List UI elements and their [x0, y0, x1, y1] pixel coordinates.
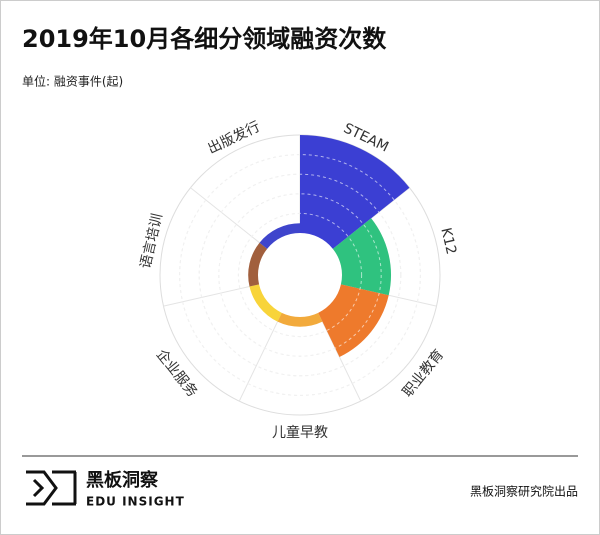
- bar: [249, 284, 282, 322]
- category-label: 儿童早教: [272, 424, 328, 441]
- unit-label: 单位: 融资事件(起): [22, 74, 123, 89]
- bar: [332, 218, 391, 296]
- grid-ring-overlay: [237, 212, 363, 338]
- bar: [277, 312, 323, 327]
- brand-name: 黑板洞察: [86, 469, 159, 491]
- spoke: [238, 312, 283, 402]
- category-label: K12: [437, 226, 459, 256]
- bar: [259, 223, 300, 249]
- logo-icon: [32, 478, 45, 498]
- spoke: [190, 187, 268, 250]
- grid-ring-overlay: [179, 154, 421, 396]
- credit: 黑板洞察研究院出品: [470, 484, 578, 499]
- grid-ring-overlay: [198, 173, 402, 377]
- grid-ring-overlay: [218, 193, 382, 357]
- brand-en: EDU INSIGHT: [86, 495, 185, 509]
- bar: [318, 284, 389, 357]
- spoke: [163, 283, 260, 307]
- logo-icon: [26, 470, 58, 506]
- chart-title: 2019年10月各细分领域融资次数: [22, 25, 387, 53]
- spoke: [317, 312, 362, 402]
- logo: [26, 470, 77, 506]
- bar: [248, 242, 268, 287]
